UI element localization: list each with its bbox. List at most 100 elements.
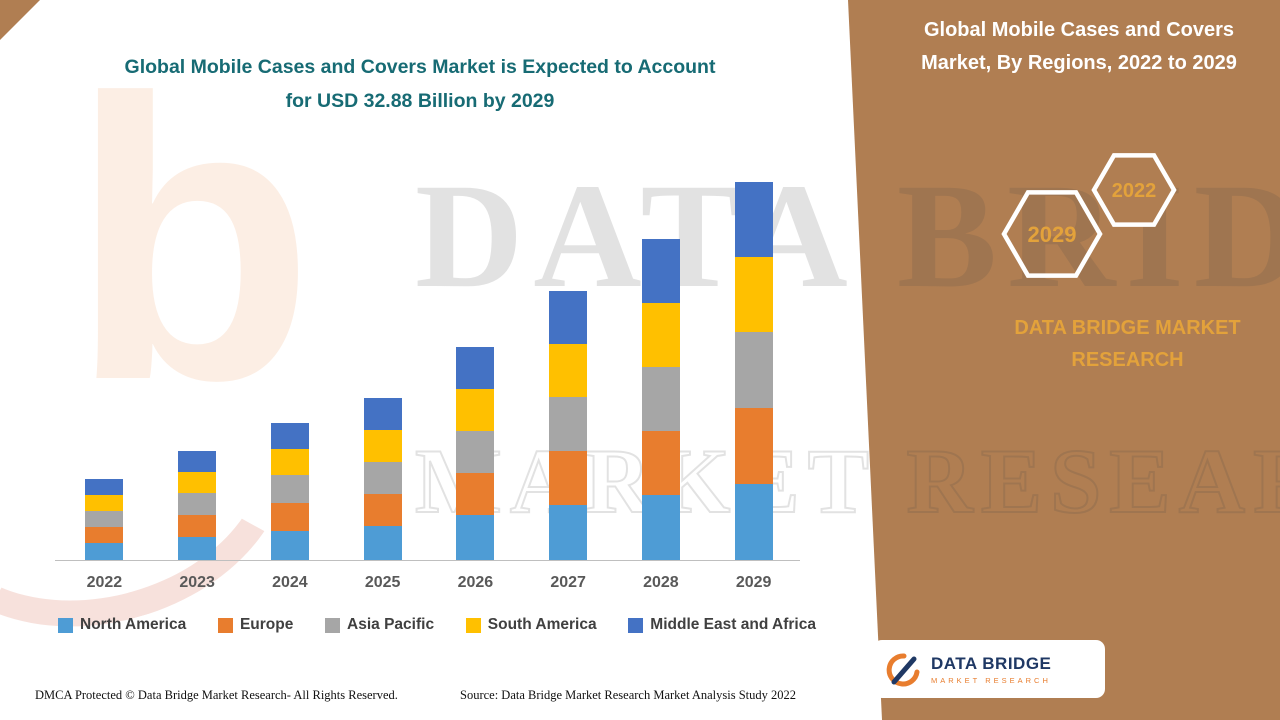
bar-segment-europe [363, 494, 402, 526]
bar-segment-south-america [641, 303, 680, 367]
brand-wordmark-line2: RESEARCH [1071, 349, 1184, 371]
legend-swatch-icon [58, 617, 73, 633]
bar-column-2024 [244, 423, 337, 560]
legend-item-north-america: North America [58, 616, 186, 634]
legend-swatch-icon [628, 617, 644, 633]
hexagon-2022-shape [1091, 153, 1177, 227]
bar-segment-north-america [85, 543, 124, 560]
bar-segment-europe [85, 527, 124, 543]
bar-segment-middle-east-and-africa [270, 423, 309, 449]
brand-wordmark: DATA BRIDGE MARKET RESEARCH [1000, 312, 1255, 376]
source-note: Source: Data Bridge Market Research Mark… [460, 688, 797, 702]
bar-segment-europe [734, 408, 773, 484]
dmca-notice: DMCA Protected © Data Bridge Market Rese… [35, 688, 398, 702]
x-axis-label-2023: 2023 [179, 574, 215, 591]
bar-column-2029 [707, 182, 800, 560]
legend-item-asia-pacific: Asia Pacific [325, 616, 434, 634]
bar-segment-middle-east-and-africa [549, 291, 588, 344]
bar-column-2025 [336, 398, 429, 560]
stacked-bar-2029 [734, 182, 773, 560]
bar-segment-europe [641, 431, 680, 495]
year-hexagons: 2029 2022 [1001, 153, 1177, 278]
side-panel-title-line2: Market, By Regions, 2022 to 2029 [921, 52, 1237, 74]
x-axis-line [55, 560, 800, 561]
bar-segment-europe [456, 473, 495, 515]
bar-segment-asia-pacific [734, 332, 773, 408]
stacked-bar-2025 [363, 398, 402, 560]
bar-segment-asia-pacific [270, 475, 309, 503]
legend-swatch-icon [465, 617, 481, 633]
x-axis-label-2025: 2025 [364, 574, 401, 591]
bar-segment-middle-east-and-africa [178, 451, 217, 472]
bar-segment-north-america [270, 531, 309, 560]
bar-segment-north-america [178, 537, 217, 560]
bar-segment-south-america [363, 430, 402, 462]
legend-item-south-america: South America [465, 616, 597, 634]
hexagon-2029-label: 2029 [1028, 222, 1077, 247]
legend-label: Asia Pacific [347, 616, 435, 633]
x-axis-label-2022: 2022 [86, 574, 123, 591]
bar-segment-asia-pacific [549, 397, 588, 451]
x-axis-label-2029: 2029 [735, 574, 772, 591]
bar-segment-europe [270, 503, 309, 531]
chart-title: Global Mobile Cases and Covers Market is… [60, 50, 780, 118]
legend-swatch-icon [217, 617, 233, 633]
legend-label: North America [80, 616, 187, 633]
stacked-bar-2028 [641, 239, 680, 560]
side-panel-title: Global Mobile Cases and Covers Market, B… [890, 14, 1268, 80]
bar-column-2028 [615, 239, 708, 560]
bar-segment-south-america [85, 495, 124, 511]
bar-segment-middle-east-and-africa [363, 398, 402, 430]
bar-segment-asia-pacific [456, 431, 495, 473]
bar-segment-north-america [363, 526, 402, 560]
bar-column-2027 [522, 291, 615, 560]
brand-wordmark-line1: DATA BRIDGE MARKET [1014, 317, 1241, 339]
legend-item-middle-east-and-africa: Middle East and Africa [628, 616, 816, 634]
legend-item-europe: Europe [217, 616, 294, 634]
bar-segment-north-america [641, 495, 680, 560]
bar-segment-south-america [734, 257, 773, 332]
stacked-bar-2026 [456, 347, 495, 560]
legend-label: South America [487, 616, 597, 633]
bar-segment-south-america [456, 389, 495, 431]
bar-segment-north-america [456, 515, 495, 560]
bar-segment-middle-east-and-africa [734, 182, 773, 257]
bar-segment-asia-pacific [178, 493, 217, 515]
bar-segment-south-america [549, 344, 588, 397]
legend-swatch-icon [325, 617, 341, 633]
x-axis-label-2024: 2024 [272, 574, 308, 591]
x-axis-label-2026: 2026 [457, 574, 494, 591]
chart-title-line2: for USD 32.88 Billion by 2029 [285, 90, 555, 113]
side-panel-title-line1: Global Mobile Cases and Covers [923, 19, 1235, 41]
bar-segment-middle-east-and-africa [85, 479, 124, 495]
legend-label: Europe [239, 616, 294, 633]
x-axis-labels: 2022 2023 2024 2025 2026 2027 2028 2029 [58, 574, 800, 592]
data-bridge-logo-icon [886, 653, 920, 687]
bar-segment-asia-pacific [363, 462, 402, 494]
stacked-bar-2022 [85, 479, 124, 560]
bar-segment-europe [178, 515, 217, 537]
corner-triangle-decoration [0, 0, 40, 40]
bar-column-2026 [429, 347, 522, 560]
legend: North America Europe Asia Pacific South Ame… [58, 616, 816, 634]
side-panel-background [848, 0, 1280, 720]
legend-label: Middle East and Africa [650, 616, 816, 633]
bar-segment-asia-pacific [641, 367, 680, 431]
bar-column-2022 [58, 479, 151, 560]
stacked-bar-2027 [549, 291, 588, 560]
bar-segment-south-america [178, 472, 217, 493]
bar-segment-south-america [270, 449, 309, 475]
x-axis-label-2027: 2027 [550, 574, 586, 591]
bar-segment-middle-east-and-africa [641, 239, 680, 303]
hexagon-2022-label: 2022 [1112, 180, 1157, 202]
bar-segment-north-america [734, 484, 773, 560]
stacked-bar-2024 [270, 423, 309, 560]
bar-segment-middle-east-and-africa [456, 347, 495, 389]
bars-row [58, 170, 800, 560]
bar-column-2023 [151, 451, 244, 560]
stacked-bar-2023 [178, 451, 217, 560]
footer-logo-title: DATA BRIDGE [931, 653, 1052, 673]
chart-title-line1: Global Mobile Cases and Covers Market is… [124, 56, 716, 78]
footer-logo-card: DATA BRIDGE MARKET RESEARCH [873, 640, 1105, 698]
